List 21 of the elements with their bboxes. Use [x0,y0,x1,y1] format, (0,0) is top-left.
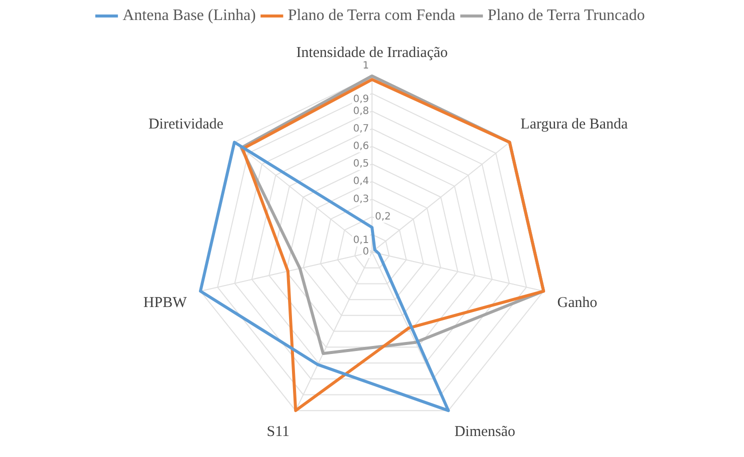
legend-label: Plano de Terra Truncado [488,7,645,24]
y-tick-label: 0,4 [353,176,370,188]
spoke-label: Largura de Banda [520,116,628,132]
legend-label: Plano de Terra com Fenda [288,7,456,24]
y-tick-label: 0,6 [353,140,370,152]
y-tick-label: 0,3 [353,194,370,205]
y-tick-label: 0,7 [353,123,370,134]
y-tick-label: 0,8 [353,106,370,117]
y-tick-label: 0 [362,246,370,258]
spoke-label: Intensidade de Irradiação [296,44,448,61]
y-tick-label: 0,5 [353,158,370,170]
spoke-label: S11 [266,424,290,440]
spoke-label: HPBW [143,295,188,312]
legend-label: Antena Base (Linha) [122,7,256,24]
spoke-label: Diretividade [148,116,224,132]
y-tick-label: 0,9 [353,94,370,106]
y-tick-label: 0,1 [353,234,370,246]
y-tick-label: 0,2 [375,211,391,222]
spoke-label: Dimensão [454,424,516,440]
y-tick-label: 1 [362,60,370,72]
spoke-label: Ganho [557,295,598,312]
